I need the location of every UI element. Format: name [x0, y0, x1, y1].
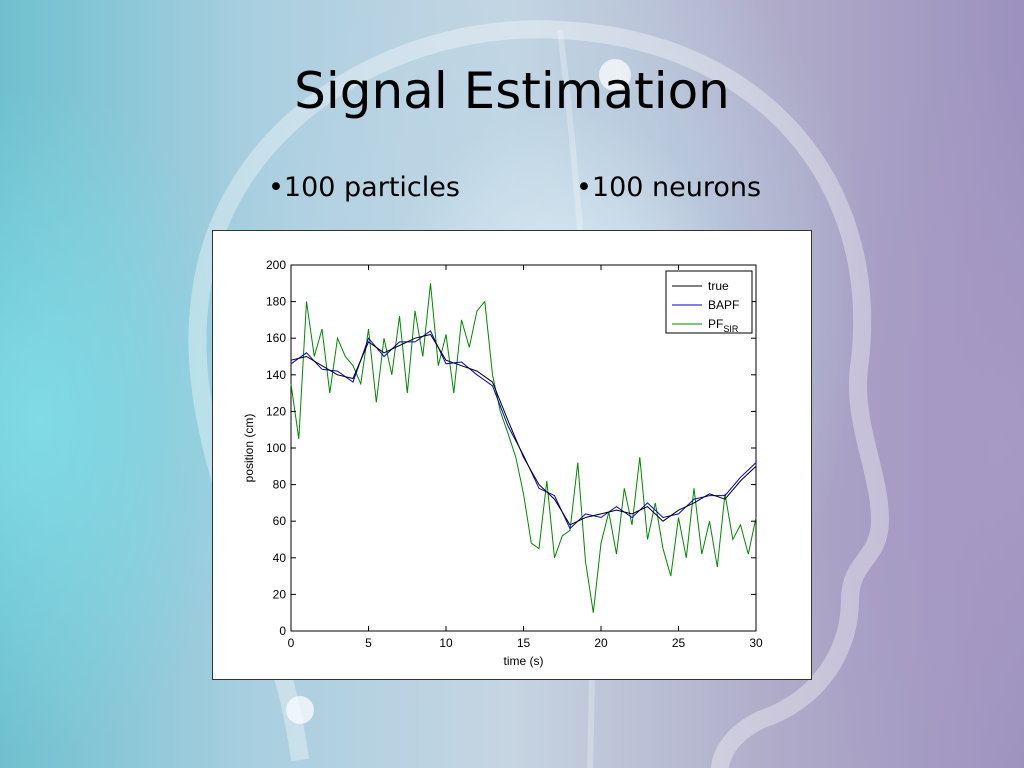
y-tick-label: 100: [266, 441, 286, 455]
y-tick-label: 80: [273, 478, 287, 492]
y-tick-label: 0: [279, 624, 286, 638]
signal-chart: 0 5 10 15 20 25 30020406080100120140160180200 …: [242, 258, 763, 668]
y-axis-label: position (cm): [242, 414, 256, 483]
slide-title: Signal Estimation: [294, 62, 730, 120]
series-line-bapf: [290, 330, 757, 530]
y-tick-label: 40: [273, 551, 287, 565]
y-tick-label: 120: [266, 404, 286, 418]
x-tick-label: 25: [672, 636, 686, 650]
x-tick-label: 5: [365, 636, 372, 650]
x-tick-label: 20: [594, 636, 608, 650]
bullet-particles: •100 particles: [268, 172, 460, 203]
legend-label: true: [708, 279, 729, 293]
y-tick-label: 200: [266, 258, 286, 272]
y-tick-label: 140: [266, 368, 286, 382]
y-tick-label: 60: [273, 514, 287, 528]
y-tick-label: 160: [266, 331, 286, 345]
legend-box: [665, 270, 753, 334]
bullet-neurons: •100 neurons: [576, 172, 762, 203]
x-tick-label: 10: [439, 636, 453, 650]
chart-figure: 0 5 10 15 20 25 30 0 20 40 60 80 100 120 140 160 180 200 …: [212, 230, 812, 680]
y-tick-label: 20: [273, 587, 287, 601]
x-axis-label: time (s): [504, 654, 544, 668]
y-tick-label: 180: [266, 295, 286, 309]
x-tick-label: 30: [749, 636, 763, 650]
series-line-true: [290, 333, 757, 526]
series-line-pf: [290, 283, 757, 613]
legend-label: BAPF: [708, 298, 739, 312]
x-tick-label: 15: [517, 636, 531, 650]
x-tick-label: 0: [288, 636, 295, 650]
